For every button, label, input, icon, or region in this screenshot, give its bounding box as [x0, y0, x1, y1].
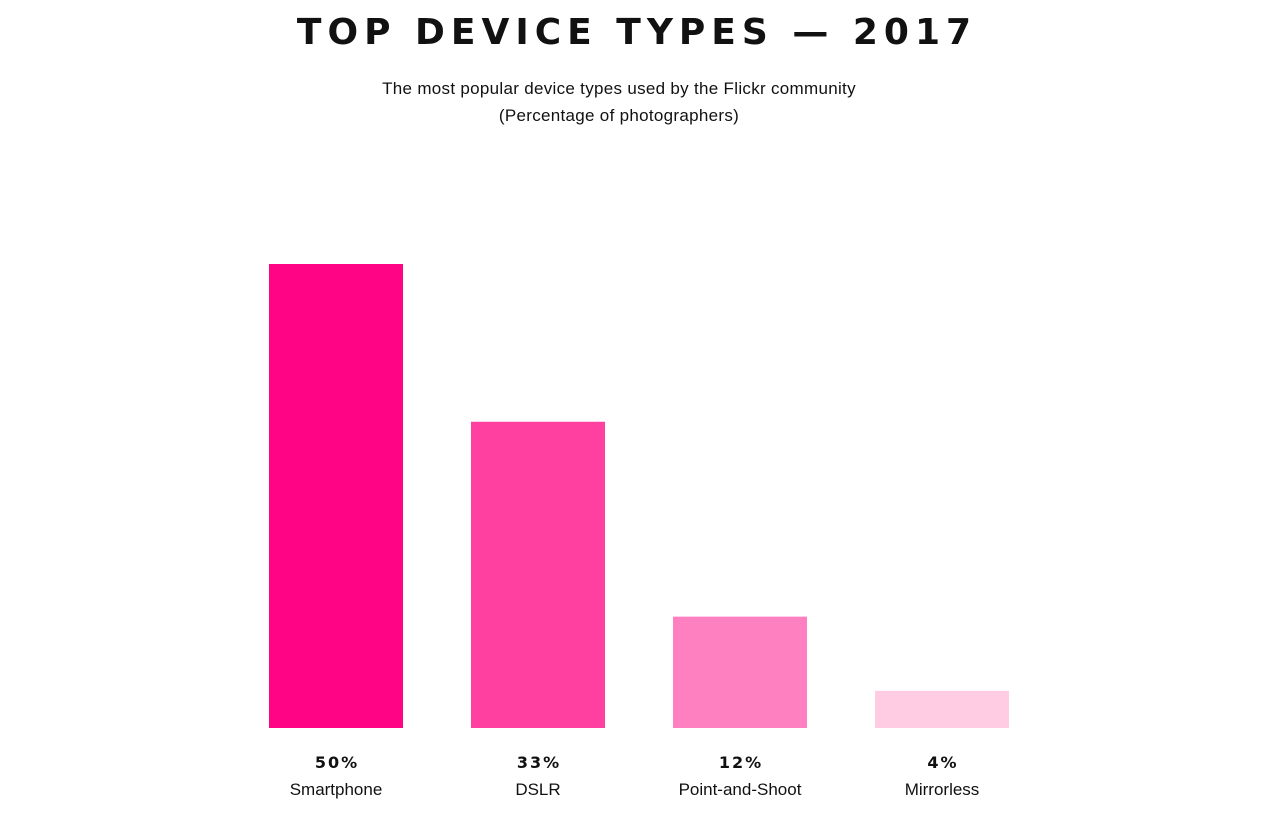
- chart-title: TOP DEVICE TYPES — 2017: [296, 12, 978, 53]
- value-label: 50%: [315, 753, 359, 772]
- value-label: 12%: [719, 753, 763, 772]
- bar-dslr: [471, 421, 605, 728]
- value-label: 33%: [517, 753, 561, 772]
- bar-mirrorless: [875, 690, 1009, 728]
- chart-subtitle-units: (Percentage of photographers): [498, 106, 740, 125]
- value-label: 4%: [927, 753, 958, 772]
- category-label: DSLR: [515, 780, 560, 799]
- bar-point-and-shoot: [673, 616, 807, 728]
- bar-smartphone: [269, 264, 403, 728]
- category-label: Mirrorless: [905, 780, 980, 799]
- category-label: Point-and-Shoot: [679, 780, 802, 799]
- chart-subtitle: The most popular device types used by th…: [382, 79, 856, 98]
- category-label: Smartphone: [290, 780, 383, 799]
